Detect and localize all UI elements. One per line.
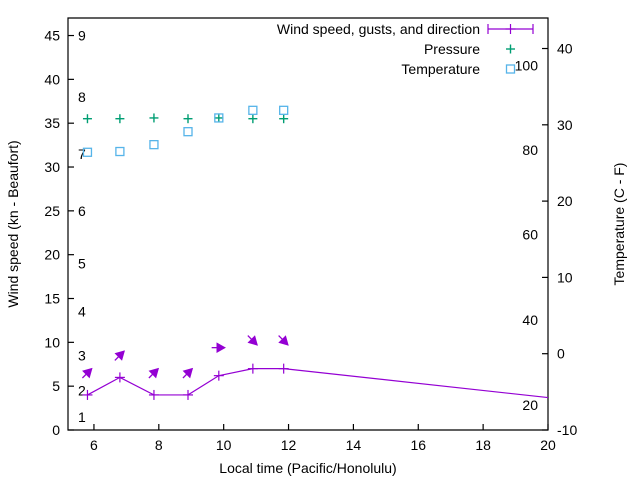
wind-direction-arrow [182, 367, 194, 379]
y2-tick-label: -10 [557, 422, 577, 438]
temperature-marker [279, 105, 289, 115]
fahrenheit-scale-labels: 20 40 60 80 100 [515, 57, 539, 413]
y2-tick-label: 10 [557, 269, 573, 285]
wind-speed-line [87, 368, 549, 399]
fahrenheit-label: 20 [522, 397, 538, 413]
x-tick-label: 10 [216, 437, 232, 453]
wind-speed-marker [114, 372, 125, 383]
pressure-marker [214, 113, 224, 123]
y2-tick-label: 40 [557, 41, 573, 57]
legend-marker [487, 24, 534, 34]
wind-speed-marker [247, 363, 258, 374]
beaufort-label: 2 [78, 383, 86, 399]
temperature-marker [183, 127, 193, 137]
wind-speed-marker [148, 389, 159, 400]
arrow-head [114, 350, 125, 361]
x-axis-title: Local time (Pacific/Honolulu) [219, 460, 396, 476]
y-tick-label: 0 [52, 422, 60, 438]
legend-marker [506, 44, 515, 54]
plot-frame [67, 17, 549, 431]
beaufort-label: 7 [78, 146, 86, 162]
y-tick-label: 40 [44, 71, 60, 87]
wind-speed-marker [183, 389, 193, 400]
y2-axis-ticks: -10 0 10 20 30 40 [542, 41, 577, 438]
pressure-marker [115, 114, 125, 124]
y-tick-label: 45 [44, 28, 60, 44]
beaufort-label: 5 [78, 255, 86, 271]
arrow-head [278, 335, 289, 346]
plot-border [67, 17, 549, 431]
wind-direction-arrow [211, 342, 226, 353]
temperature-marker [149, 140, 159, 150]
chart-legend: Wind speed, gusts, and direction Pressure… [277, 21, 534, 77]
temperature-marker [248, 105, 258, 115]
fahrenheit-label: 100 [515, 57, 539, 73]
pressure-marker [82, 114, 92, 124]
y-axis-ticks: 0 5 10 15 20 25 30 35 40 45 [44, 28, 74, 438]
temperature-marker [115, 146, 125, 157]
pressure-marker [149, 113, 159, 123]
x-tick-label: 12 [281, 437, 297, 453]
fahrenheit-label: 80 [522, 142, 538, 158]
temperature-marker [82, 147, 93, 157]
x-tick-label: 18 [475, 437, 491, 453]
legend-label: Temperature [401, 61, 480, 77]
pressure-marker [248, 114, 258, 124]
wind-direction-arrow [278, 335, 289, 346]
beaufort-label: 1 [78, 409, 86, 425]
beaufort-scale-labels: 1 2 3 4 5 6 7 8 9 [78, 28, 86, 425]
pressure-marker [279, 114, 289, 124]
y-axis-title: Wind speed (kn - Beaufort) [5, 140, 21, 307]
legend-marker [505, 64, 516, 74]
legend-square [505, 64, 516, 74]
beaufort-label: 4 [78, 304, 86, 320]
y2-tick-label: 30 [557, 117, 573, 133]
legend-label: Wind speed, gusts, and direction [277, 21, 480, 37]
temperature-marker [214, 113, 224, 123]
fahrenheit-label: 40 [522, 312, 538, 328]
beaufort-label: 6 [78, 203, 86, 219]
beaufort-label: 9 [78, 28, 86, 44]
y2-tick-label: 0 [557, 346, 565, 362]
wind-direction-arrow [148, 367, 160, 379]
pressure-marker [183, 114, 193, 124]
x-axis-ticks: 6 8 10 12 14 16 18 20 [90, 424, 556, 453]
y-tick-label: 15 [44, 291, 60, 307]
wind-direction-arrow [114, 350, 125, 361]
beaufort-label: 3 [78, 347, 86, 363]
arrow-head [148, 367, 160, 379]
y2-axis-title: Temperature (C - F) [611, 163, 627, 286]
x-tick-label: 14 [346, 437, 362, 453]
arrow-head [247, 335, 258, 346]
y-tick-label: 10 [44, 334, 60, 350]
y-tick-label: 30 [44, 159, 60, 175]
x-tick-label: 6 [90, 437, 98, 453]
data-series [81, 105, 549, 400]
wind-direction-arrow [81, 367, 93, 379]
y-tick-label: 35 [44, 115, 60, 131]
wind-speed-marker [82, 389, 93, 400]
arrow-head [216, 342, 226, 353]
y2-tick-label: 20 [557, 193, 573, 209]
y-tick-label: 20 [44, 247, 60, 263]
y-tick-label: 25 [44, 203, 60, 219]
wind-direction-arrow [247, 335, 258, 346]
y-tick-label: 5 [52, 378, 60, 394]
wind-speed-marker [278, 363, 289, 374]
x-tick-label: 16 [410, 437, 426, 453]
legend-label: Pressure [424, 41, 480, 57]
fahrenheit-label: 60 [522, 227, 538, 243]
wind-speed-marker [213, 370, 224, 381]
arrow-head [82, 367, 93, 379]
beaufort-label: 8 [78, 89, 86, 105]
x-tick-label: 8 [155, 437, 163, 453]
x-tick-label: 20 [540, 437, 556, 453]
arrow-head [182, 367, 194, 379]
